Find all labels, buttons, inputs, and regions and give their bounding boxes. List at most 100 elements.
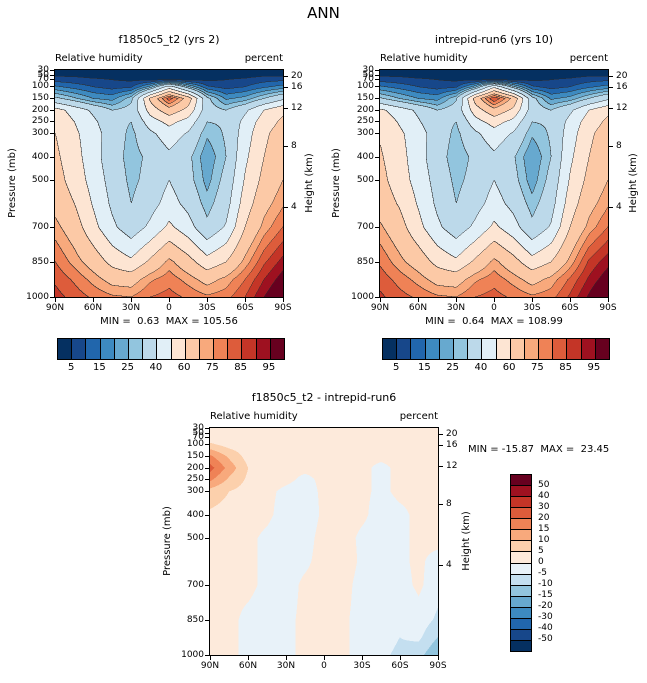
pressure-tick-label: 850 <box>31 257 49 267</box>
pressure-tick-label: 30 <box>192 423 204 433</box>
height-tick <box>608 207 613 208</box>
height-tick <box>608 76 613 77</box>
latitude-tick-label: 60N <box>408 303 428 313</box>
latitude-tick <box>570 297 571 302</box>
pressure-tick <box>205 479 210 480</box>
colorbar-cell <box>552 339 567 359</box>
pressure-tick <box>50 133 55 134</box>
pressure-tick <box>50 79 55 80</box>
pressure-tick-label: 250 <box>31 116 49 126</box>
colorbar-cell <box>511 518 531 530</box>
height-tick <box>283 87 288 88</box>
colorbar-cell <box>511 606 531 618</box>
colorbar-cell <box>452 339 468 359</box>
pressure-tick <box>375 262 380 263</box>
pressure-tick <box>50 227 55 228</box>
colorbar-tick-label: 85 <box>234 362 247 373</box>
pressure-tick <box>375 157 380 158</box>
latitude-tick-label: 90N <box>200 661 220 671</box>
colorbar-tick-label: 60 <box>177 362 191 373</box>
colorbar-cell <box>410 339 425 359</box>
pressure-tick-label: 100 <box>31 81 49 91</box>
panel-a-contour-canvas <box>54 69 284 298</box>
colorbar-cell <box>511 496 531 508</box>
colorbar-cell <box>198 339 214 359</box>
colorbar-tick-label: 40 <box>149 362 163 373</box>
latitude-tick-label: 30N <box>121 303 141 313</box>
panel-c-height-axis-label: Height (km) <box>461 511 472 571</box>
pressure-tick-label: 300 <box>31 128 49 138</box>
latitude-tick <box>362 655 363 660</box>
colorbar-tick-label: 85 <box>559 362 572 373</box>
pressure-tick <box>205 433 210 434</box>
pressure-tick-label: 150 <box>356 93 374 103</box>
latitude-tick-label: 0 <box>321 661 327 671</box>
pressure-tick-label: 200 <box>356 105 374 115</box>
latitude-tick <box>93 297 94 302</box>
panel-b-field-label: Relative humidity <box>380 53 468 64</box>
pressure-tick <box>205 456 210 457</box>
colorbar-tick-label: 95 <box>262 362 276 373</box>
colorbar-cell <box>269 339 284 359</box>
panel-a-field-label: Relative humidity <box>55 53 143 64</box>
colorbar-cell <box>511 540 531 552</box>
pressure-tick-label: 700 <box>31 222 49 232</box>
latitude-tick <box>532 297 533 302</box>
pressure-tick <box>50 70 55 71</box>
latitude-tick <box>169 297 170 302</box>
pressure-tick-label: 400 <box>356 152 374 162</box>
latitude-tick-label: 0 <box>491 303 497 313</box>
height-tick-label: 20 <box>616 71 628 81</box>
colorbar-cell <box>511 562 531 574</box>
panel-c-title: f1850c5_t2 - intrepid-run6 <box>251 391 397 404</box>
latitude-tick <box>608 297 609 302</box>
colorbar-cell <box>538 339 553 359</box>
colorbar-cell <box>580 339 595 359</box>
height-tick <box>438 466 443 467</box>
pressure-tick-label: 300 <box>186 486 204 496</box>
pressure-tick-label: 50 <box>37 70 49 80</box>
pressure-tick <box>205 585 210 586</box>
pressure-tick-label: 1000 <box>26 292 49 302</box>
latitude-tick-label: 30S <box>198 303 216 313</box>
colorbar-cell <box>58 339 72 359</box>
pressure-tick <box>205 437 210 438</box>
pressure-tick <box>375 133 380 134</box>
height-tick-label: 12 <box>446 461 458 471</box>
latitude-tick-label: 30N <box>446 303 466 313</box>
colorbar-tick-label: -5 <box>538 568 547 578</box>
latitude-tick <box>418 297 419 302</box>
pressure-tick <box>205 468 210 469</box>
page-title: ANN <box>307 4 340 22</box>
colorbar-cell <box>495 339 510 359</box>
panel-c-contour-canvas <box>209 427 439 656</box>
latitude-tick <box>286 655 287 660</box>
pressure-tick-label: 400 <box>186 510 204 520</box>
colorbar-cell <box>566 339 581 359</box>
colorbar-cell <box>511 475 531 486</box>
pressure-tick <box>375 98 380 99</box>
colorbar-cell <box>170 339 185 359</box>
latitude-tick-label: 60S <box>391 661 409 671</box>
colorbar-cell <box>85 339 100 359</box>
panel-b-title: intrepid-run6 (yrs 10) <box>434 33 554 46</box>
panel-a-colorbar <box>57 338 285 360</box>
pressure-tick-label: 100 <box>186 439 204 449</box>
colorbar-cell <box>227 339 242 359</box>
pressure-tick <box>375 180 380 181</box>
height-tick <box>608 87 613 88</box>
pressure-tick-label: 850 <box>186 615 204 625</box>
colorbar-tick-label: 20 <box>538 513 550 523</box>
pressure-tick <box>205 620 210 621</box>
colorbar-cell <box>213 339 228 359</box>
pressure-tick-label: 700 <box>186 580 204 590</box>
pressure-tick-label: 1000 <box>351 292 374 302</box>
colorbar-cell <box>241 339 256 359</box>
latitude-tick-label: 30S <box>523 303 541 313</box>
pressure-tick-label: 400 <box>31 152 49 162</box>
height-tick <box>283 146 288 147</box>
pressure-tick <box>50 121 55 122</box>
pressure-tick <box>50 297 55 298</box>
pressure-tick-label: 500 <box>356 175 374 185</box>
